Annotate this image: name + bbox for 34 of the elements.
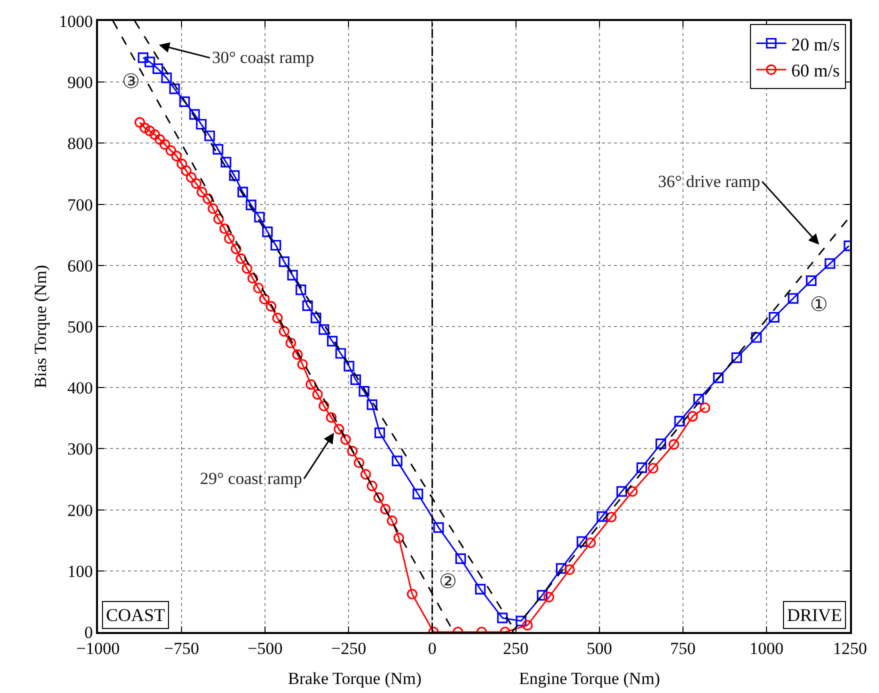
x-tick-label: 250: [503, 639, 529, 658]
y-tick-label: 200: [67, 500, 93, 520]
annotation: COAST: [106, 605, 166, 625]
y-tick-label: 1000: [58, 12, 93, 31]
x-tick-label: 1000: [749, 639, 784, 658]
x-tick-label: 500: [586, 639, 612, 658]
y-tick-label: 0: [84, 622, 93, 642]
y-tick-label: 500: [67, 317, 93, 336]
x-tick-label: −500: [248, 639, 283, 658]
legend-label: 60 m/s: [791, 60, 840, 81]
annotation: 29° coast ramp: [200, 469, 302, 488]
y-tick-label: 300: [67, 440, 93, 459]
y-tick-label: 600: [67, 256, 93, 276]
x-axis-title: Brake Torque (Nm): [288, 669, 422, 688]
text: Engine Torque (Nm): [519, 669, 660, 688]
x-tick-label: −250: [331, 639, 366, 658]
x-tick-label: −1000: [76, 639, 120, 658]
legend-label: 20 m/s: [791, 34, 840, 54]
annotation: DRIVE: [787, 605, 842, 625]
x-tick-label: 1250: [833, 639, 867, 658]
x-tick-label: −750: [164, 639, 200, 658]
annotation: 36° drive ramp: [658, 172, 760, 191]
annotation: ②: [439, 571, 457, 593]
x-tick-label: 0: [428, 639, 436, 658]
annotation: ①: [810, 294, 828, 316]
annotation: ③: [122, 71, 140, 93]
annotation: 30° coast ramp: [212, 48, 314, 67]
y-tick-label: 400: [67, 378, 93, 398]
y-tick-label: 700: [67, 195, 93, 214]
x-tick-label: 750: [670, 639, 696, 658]
y-tick-label: 100: [67, 562, 93, 581]
y-tick-label: 800: [67, 134, 93, 154]
y-axis-title: Bias Torque (Nm): [30, 264, 50, 388]
y-tick-label: 900: [67, 73, 93, 92]
